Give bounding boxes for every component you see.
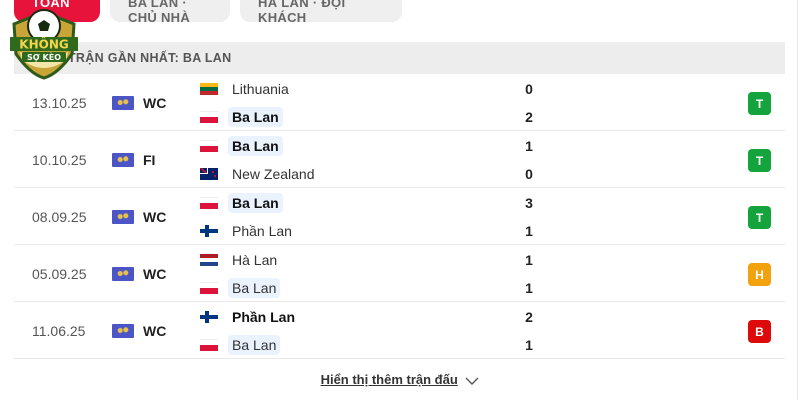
- poland-flag-icon: [200, 111, 218, 123]
- world-competition-icon: [112, 324, 134, 338]
- home-score: 3: [525, 195, 533, 211]
- away-team-name: Ba Lan: [228, 107, 283, 127]
- home-score: 1: [525, 252, 533, 268]
- svg-text:SỢ KÈO: SỢ KÈO: [27, 51, 61, 62]
- away-score: 2: [525, 109, 533, 125]
- home-team: Hà Lan: [200, 250, 281, 270]
- svg-text:KHÔNG: KHÔNG: [19, 37, 68, 52]
- home-score: 1: [525, 138, 533, 154]
- poland-flag-icon: [200, 282, 218, 294]
- competition: WC: [143, 266, 167, 282]
- world-competition-icon: [112, 153, 134, 167]
- away-team: Phần Lan: [200, 221, 296, 241]
- tab-home[interactable]: BA LAN · CHỦ NHÀ: [110, 0, 230, 25]
- finland-flag-icon: [200, 225, 218, 237]
- away-score: 1: [525, 337, 533, 353]
- away-team: Ba Lan: [200, 278, 281, 298]
- away-score: 1: [525, 223, 533, 239]
- finland-flag-icon: [200, 311, 218, 323]
- match-list: 13.10.25 WC Lithuania Ba Lan 0 2 T 10.10.…: [14, 74, 785, 359]
- world-competition-icon: [112, 267, 134, 281]
- home-score: 0: [525, 81, 533, 97]
- home-team-name: Hà Lan: [232, 252, 278, 268]
- result-badge: T: [748, 92, 771, 115]
- away-score: 0: [525, 166, 533, 182]
- scrollbar[interactable]: [797, 0, 798, 400]
- away-team-name: Ba Lan: [228, 278, 281, 298]
- home-team-name: Phần Lan: [232, 309, 296, 325]
- poland-flag-icon: [200, 197, 218, 209]
- home-team: Lithuania: [200, 79, 293, 99]
- match-date: 08.09.25: [32, 209, 87, 225]
- poland-flag-icon: [200, 140, 218, 152]
- home-team: Ba Lan: [200, 136, 283, 156]
- away-team: Ba Lan: [200, 107, 283, 127]
- match-row[interactable]: 13.10.25 WC Lithuania Ba Lan 0 2 T: [14, 74, 785, 131]
- match-date: 11.06.25: [32, 323, 86, 339]
- chevron-down-icon: [465, 377, 479, 385]
- home-team: Ba Lan: [200, 193, 283, 213]
- match-row[interactable]: 11.06.25 WC Phần Lan Ba Lan 2 1 B: [14, 302, 785, 359]
- tab-away[interactable]: HÀ LAN · ĐỘI KHÁCH: [240, 0, 402, 25]
- result-badge: H: [748, 263, 771, 286]
- new-zealand-flag-icon: [200, 168, 218, 180]
- home-team-name: Lithuania: [232, 81, 289, 97]
- match-row[interactable]: 10.10.25 FI Ba Lan New Zealand 1 0 T: [14, 131, 785, 188]
- match-date: 05.09.25: [32, 266, 87, 282]
- show-more-label: Hiển thị thêm trận đấu: [320, 372, 458, 387]
- home-team-name: Ba Lan: [228, 193, 283, 213]
- competition: WC: [143, 209, 167, 225]
- lithuania-flag-icon: [200, 83, 218, 95]
- poland-flag-icon: [200, 339, 218, 351]
- result-badge: T: [748, 206, 771, 229]
- competition: FI: [143, 152, 156, 168]
- netherlands-flag-icon: [200, 254, 218, 266]
- match-row[interactable]: 05.09.25 WC Hà Lan Ba Lan 1 1 H: [14, 245, 785, 302]
- home-score: 2: [525, 309, 533, 325]
- show-more-link[interactable]: Hiển thị thêm trận đấu: [0, 372, 800, 387]
- khong-so-keo-logo: KHÔNG SỢ KÈO: [10, 9, 78, 80]
- home-team: Phần Lan: [200, 307, 299, 327]
- world-competition-icon: [112, 210, 134, 224]
- away-team: Ba Lan: [200, 335, 281, 355]
- away-score: 1: [525, 280, 533, 296]
- match-date: 10.10.25: [32, 152, 87, 168]
- competition: WC: [143, 323, 167, 339]
- result-badge: T: [748, 149, 771, 172]
- away-team-name: Ba Lan: [228, 335, 281, 355]
- result-badge: B: [748, 320, 771, 343]
- away-team-name: New Zealand: [232, 166, 315, 182]
- match-row[interactable]: 08.09.25 WC Ba Lan Phần Lan 3 1 T: [14, 188, 785, 245]
- section-title: TRẬN GẦN NHẤT: BA LAN: [14, 42, 785, 74]
- home-team-name: Ba Lan: [228, 136, 283, 156]
- away-team: New Zealand: [200, 164, 319, 184]
- world-competition-icon: [112, 96, 134, 110]
- match-date: 13.10.25: [32, 95, 87, 111]
- away-team-name: Phần Lan: [232, 223, 292, 239]
- competition: WC: [143, 95, 167, 111]
